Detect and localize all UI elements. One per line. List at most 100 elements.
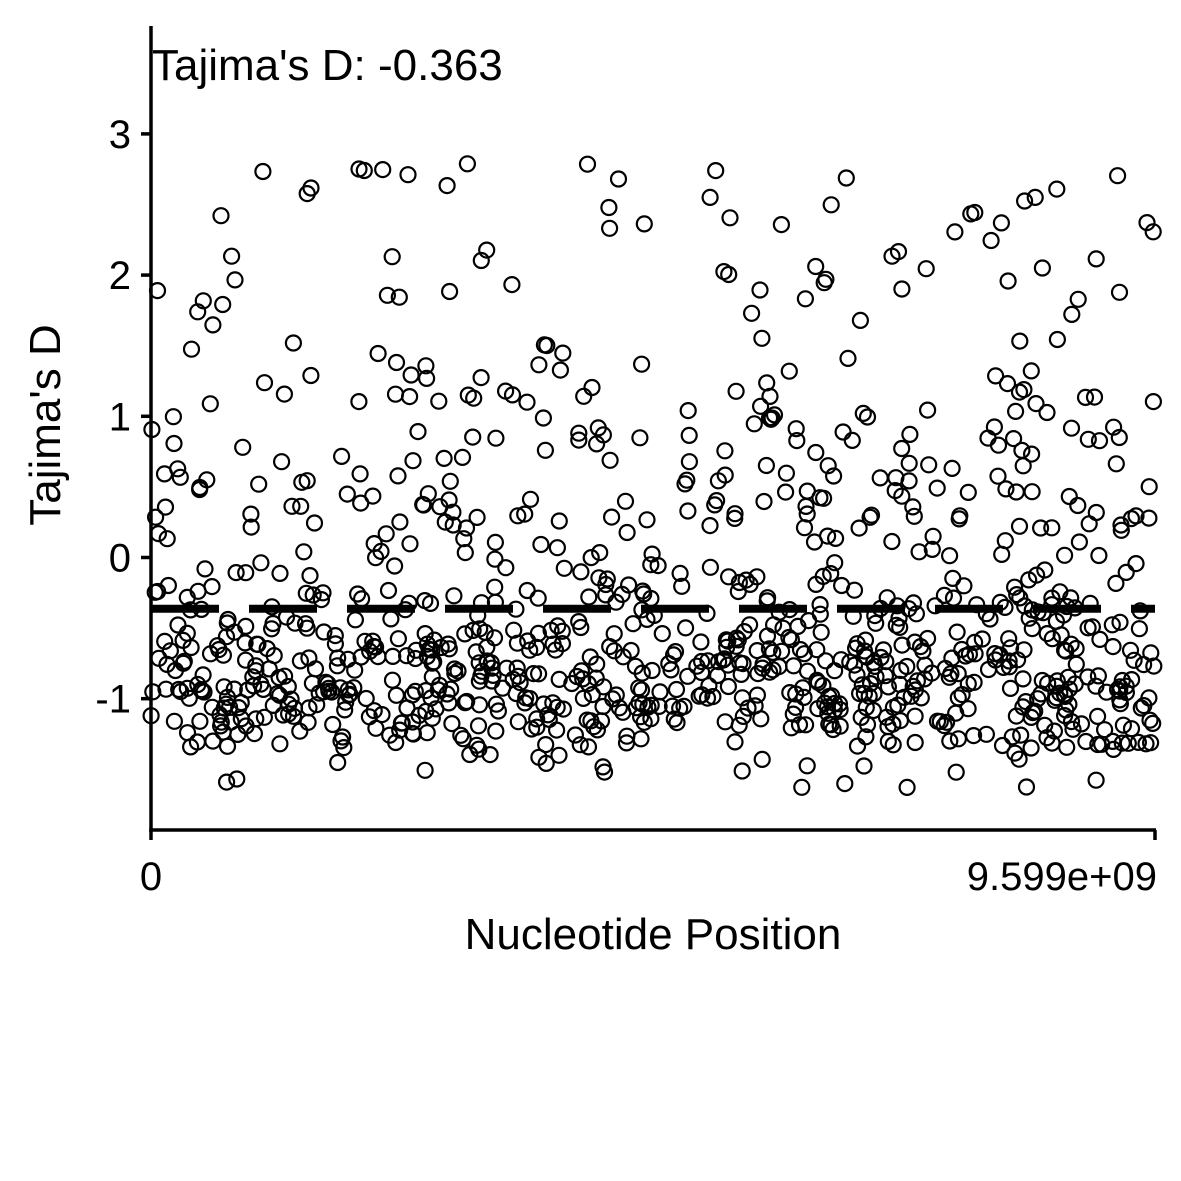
data-point	[624, 615, 642, 633]
data-point	[1036, 561, 1054, 579]
data-point	[423, 668, 441, 686]
data-point	[1064, 720, 1082, 738]
data-point	[226, 271, 244, 289]
data-point	[1087, 250, 1105, 268]
data-point	[399, 166, 417, 184]
data-point	[887, 616, 905, 634]
data-point	[601, 451, 619, 469]
data-point	[271, 564, 289, 583]
data-point	[387, 686, 405, 704]
data-point	[320, 682, 338, 700]
data-point	[746, 697, 764, 715]
data-point	[147, 508, 165, 526]
data-point	[1108, 680, 1127, 699]
data-point	[386, 557, 404, 575]
data-point	[208, 637, 227, 655]
data-point	[1000, 630, 1018, 648]
data-point	[470, 654, 488, 672]
data-point	[326, 635, 344, 653]
data-point	[949, 664, 967, 683]
data-point	[989, 436, 1008, 454]
data-point	[635, 215, 653, 233]
data-point	[389, 630, 407, 648]
data-point	[1130, 620, 1149, 638]
data-point	[999, 272, 1017, 290]
data-point	[191, 478, 209, 497]
data-point	[384, 647, 402, 666]
data-point	[950, 510, 968, 528]
data-point	[923, 664, 941, 682]
data-point	[158, 530, 176, 548]
data-point	[578, 155, 597, 173]
data-point	[902, 687, 920, 705]
data-point	[333, 447, 351, 465]
data-point	[811, 595, 829, 614]
data-point	[589, 419, 607, 437]
data-point	[755, 492, 773, 511]
data-point	[524, 664, 543, 683]
data-point	[1023, 483, 1041, 501]
data-point	[848, 737, 867, 755]
data-point	[651, 683, 669, 701]
data-point	[860, 687, 878, 705]
data-point	[1087, 503, 1105, 522]
data-point	[993, 545, 1011, 564]
data-point	[1129, 733, 1148, 752]
data-point	[1141, 734, 1160, 752]
data-point	[306, 660, 325, 678]
data-point	[1069, 496, 1087, 515]
data-point	[470, 672, 488, 690]
y-axis-title: Tajima's D	[21, 324, 70, 526]
data-point	[458, 155, 476, 173]
data-point	[228, 770, 246, 788]
data-point	[1020, 571, 1038, 589]
data-point	[1055, 641, 1074, 659]
data-point	[822, 716, 840, 734]
data-point	[701, 516, 719, 535]
data-point	[753, 329, 771, 347]
data-point	[701, 558, 720, 576]
data-point	[1113, 671, 1131, 690]
data-point	[416, 624, 434, 643]
data-point	[1079, 668, 1097, 686]
data-point	[314, 584, 332, 602]
data-point	[910, 543, 928, 561]
data-point	[191, 712, 209, 730]
data-point	[585, 718, 603, 736]
data-point	[1140, 509, 1158, 527]
data-point	[941, 732, 959, 750]
data-point	[1012, 726, 1030, 744]
data-point	[1043, 630, 1061, 648]
data-point	[898, 657, 916, 676]
data-point	[156, 632, 174, 651]
data-point	[795, 519, 814, 537]
data-point	[602, 508, 621, 526]
data-point	[445, 587, 463, 605]
data-point	[815, 274, 833, 292]
data-point	[753, 750, 771, 769]
data-point	[171, 468, 189, 486]
data-point	[715, 263, 733, 281]
data-point	[1117, 683, 1136, 702]
data-point	[1006, 402, 1025, 420]
data-point	[726, 733, 744, 751]
data-point	[538, 336, 556, 355]
data-point	[374, 161, 392, 179]
data-point	[784, 657, 803, 675]
y-tick-label: 1	[109, 395, 131, 439]
data-point	[920, 456, 938, 474]
data-point	[284, 334, 302, 352]
data-point	[668, 713, 686, 732]
data-point	[367, 719, 385, 737]
data-point	[1110, 283, 1129, 301]
data-point	[680, 453, 699, 471]
data-point	[1024, 703, 1042, 722]
data-point	[494, 679, 512, 697]
data-point	[1070, 533, 1089, 551]
data-point	[758, 627, 777, 645]
data-point	[807, 443, 825, 462]
data-point	[796, 290, 815, 308]
data-point	[1135, 696, 1153, 715]
data-point	[905, 507, 923, 525]
